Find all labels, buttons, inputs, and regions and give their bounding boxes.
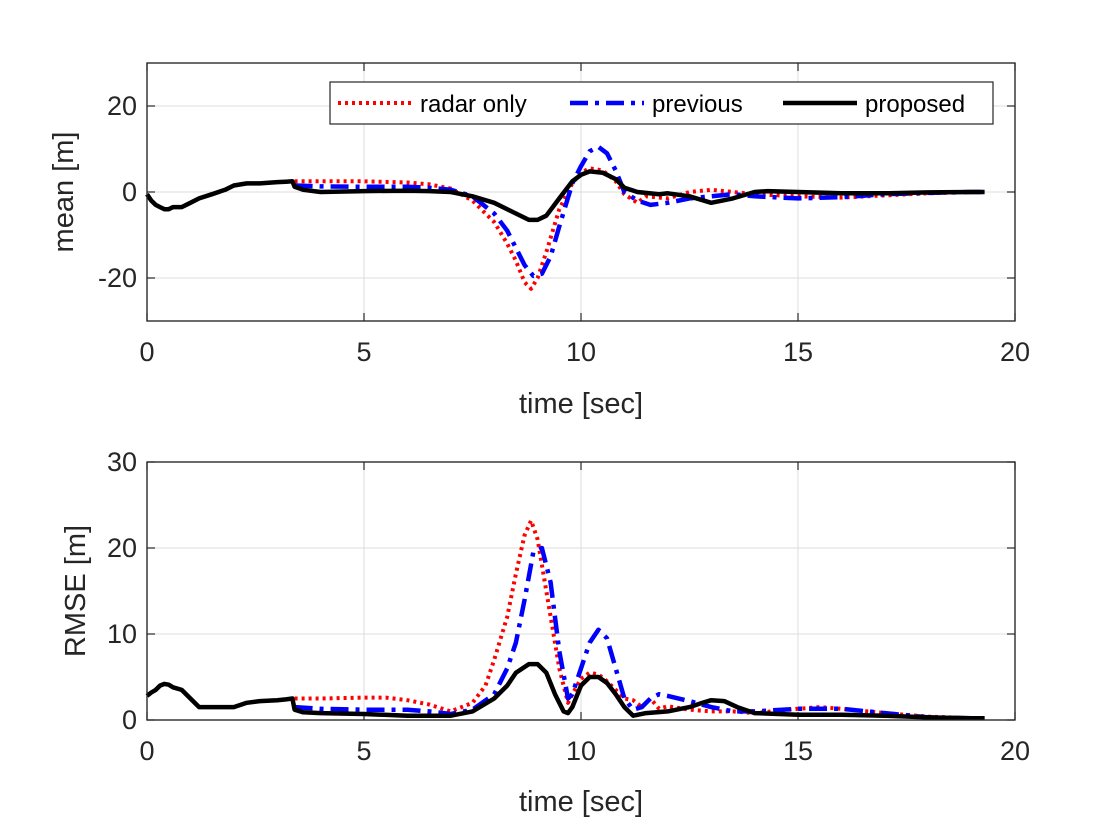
rmse-y-tick-label: 0: [122, 705, 137, 735]
rmse-x-axis-label: time [sec]: [519, 786, 643, 818]
legend: radar only previous proposed: [329, 81, 994, 125]
legend-label-radar-only: radar only: [420, 91, 527, 118]
legend-box: [329, 81, 994, 125]
rmse-x-tick-label: 20: [1000, 736, 1030, 766]
mean-y-tick-label: 0: [122, 177, 137, 207]
mean-y-tick-label: 20: [107, 91, 137, 121]
mean-series-proposed: [145, 169, 985, 223]
mean-x-tick-label: 10: [566, 337, 596, 367]
mean-x-tick-label: 15: [783, 337, 813, 367]
mean-tick-labels: 0 5 10 15 20 -20 0 20: [98, 91, 1030, 367]
rmse-x-tick-label: 15: [783, 736, 813, 766]
legend-label-proposed: proposed: [865, 91, 965, 118]
rmse-x-tick-label: 5: [356, 736, 371, 766]
rmse-x-tick-label: 0: [139, 736, 154, 766]
rmse-frame-border: [146, 461, 1016, 721]
rmse-series: [145, 518, 985, 721]
rmse-x-tick-label: 10: [566, 736, 596, 766]
rmse-y-axis-label: RMSE [m]: [60, 525, 92, 657]
rmse-y-tick-label: 30: [107, 447, 137, 477]
mean-x-tick-label: 0: [139, 337, 154, 367]
mean-x-tick-label: 20: [1000, 337, 1030, 367]
rmse-y-tick-label: 10: [107, 619, 137, 649]
mean-panel: 0 5 10 15 20 -20 0 20 time [sec] mean [m] radar…: [48, 62, 1030, 420]
rmse-y-tick-label: 20: [107, 533, 137, 563]
rmse-tick-labels: 0 5 10 15 20 0 10 20 30: [107, 447, 1030, 766]
mean-series: [145, 144, 985, 291]
legend-label-previous: previous: [652, 91, 743, 118]
rmse-series-proposed: [145, 661, 985, 721]
mean-y-tick-label: -20: [98, 263, 137, 293]
mean-x-tick-label: 5: [356, 337, 371, 367]
mean-frame-border: [146, 62, 1016, 322]
mean-y-axis-label: mean [m]: [48, 132, 80, 253]
rmse-panel: 0 5 10 15 20 0 10 20 30 time [sec] RMSE [m]: [60, 447, 1030, 818]
mean-x-axis-label: time [sec]: [519, 388, 643, 420]
